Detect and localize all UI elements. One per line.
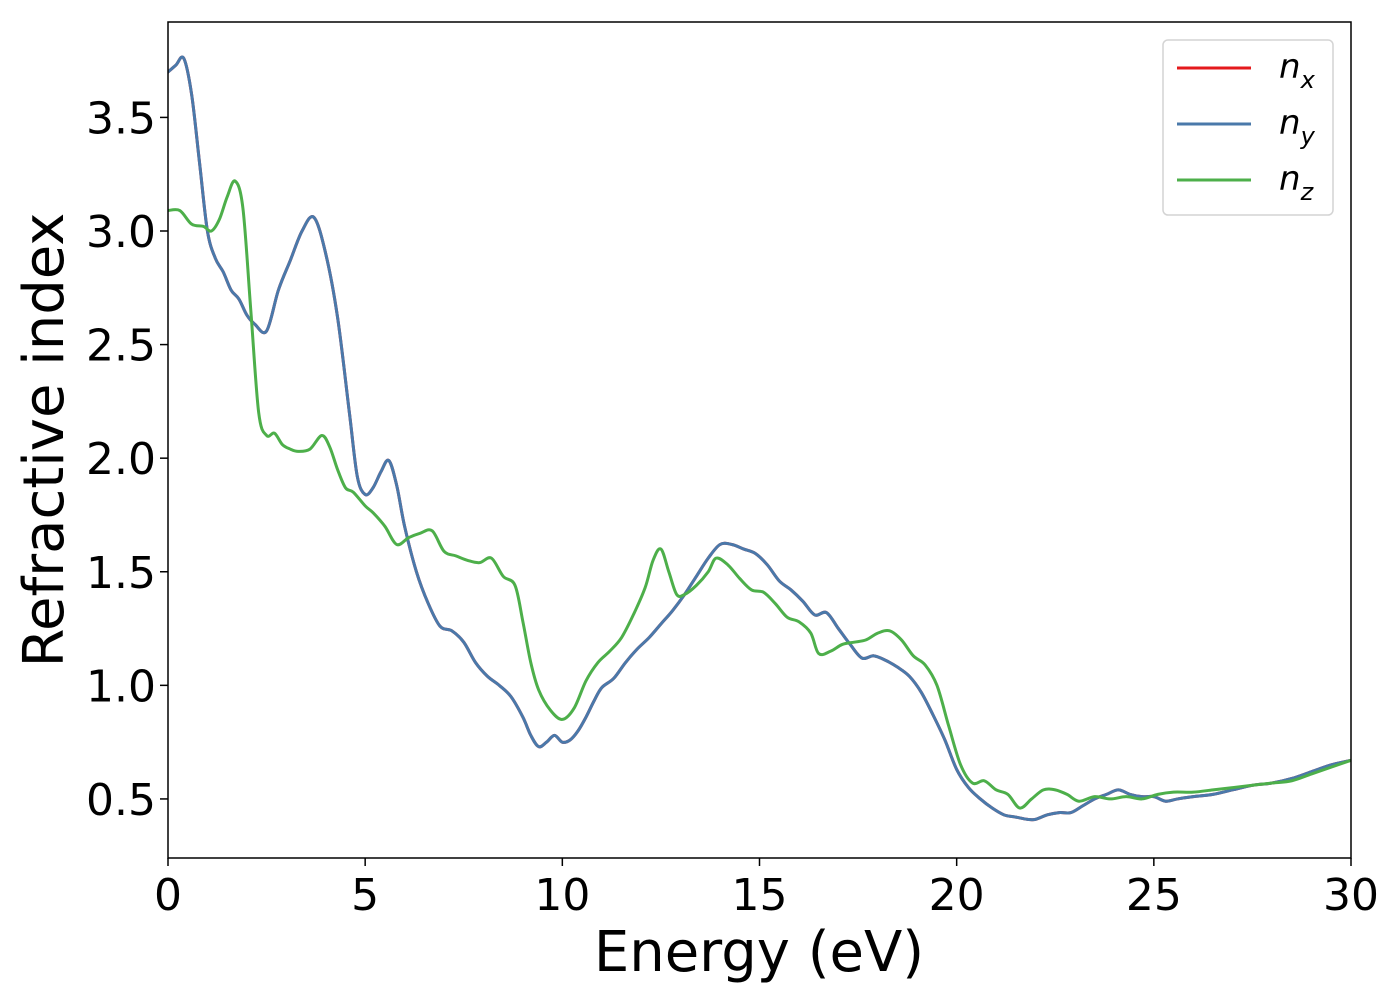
- x-tick-label: 5: [351, 870, 379, 921]
- x-axis: 0 5 10 15 20 25 30: [154, 858, 1379, 921]
- y-tick-label: 1.0: [86, 661, 156, 712]
- x-tick-label: 30: [1323, 870, 1379, 921]
- x-tick-label: 20: [929, 870, 985, 921]
- legend-label-subscript: y: [1300, 122, 1316, 150]
- series-line-y: [168, 55, 1351, 822]
- y-tick-label: 2.0: [86, 434, 156, 485]
- legend-label-y: ny: [1279, 103, 1316, 150]
- y-tick-label: 0.5: [86, 775, 156, 826]
- y-tick-label: 2.5: [86, 321, 156, 372]
- legend-label-z: nz: [1279, 159, 1315, 206]
- legend-label-subscript: z: [1300, 178, 1315, 206]
- y-tick-label: 3.5: [86, 93, 156, 144]
- x-tick-label: 25: [1126, 870, 1182, 921]
- legend-label-base: n: [1279, 103, 1301, 143]
- x-tick-label: 0: [154, 870, 182, 921]
- legend-label-base: n: [1279, 159, 1301, 199]
- x-axis-title: Energy (eV): [594, 920, 924, 985]
- y-axis: 0.5 1.0 1.5 2.0 2.5 3.0 3.5: [86, 93, 168, 826]
- legend-label-subscript: x: [1300, 66, 1316, 94]
- x-tick-label: 15: [732, 870, 788, 921]
- series-line-z: [168, 179, 1351, 810]
- legend-label-x: nx: [1279, 47, 1316, 94]
- y-tick-label: 3.0: [86, 207, 156, 258]
- legend-label-base: n: [1279, 47, 1301, 87]
- y-axis-title: Refractive index: [12, 213, 77, 668]
- y-tick-label: 1.5: [86, 548, 156, 599]
- x-tick-label: 10: [534, 870, 590, 921]
- legend-box: [1162, 39, 1334, 216]
- series-layer: [168, 55, 1351, 822]
